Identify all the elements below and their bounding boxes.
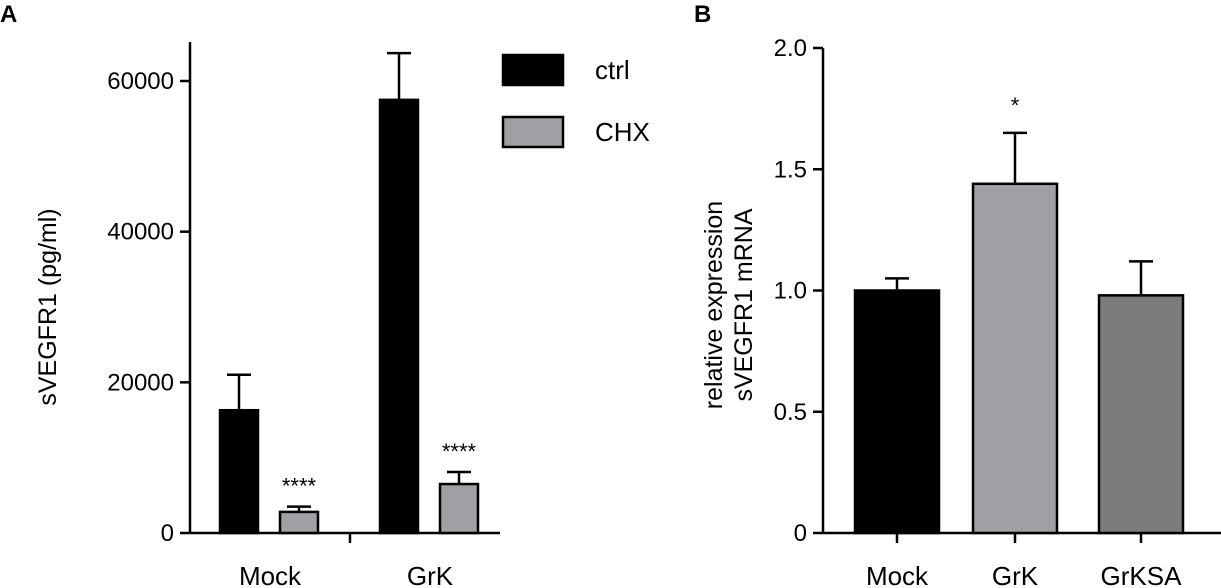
category-label: Mock	[866, 561, 929, 588]
chart-b: 0 0.5 1.0 1.5 2.0 relative expressionsVEGFR1 …	[700, 35, 1221, 588]
y-tick-label: 2.0	[774, 35, 807, 62]
legend-swatch	[501, 115, 565, 149]
bar	[853, 289, 941, 535]
y-tick-label: 0	[794, 520, 807, 547]
category-label: GrK	[992, 561, 1039, 588]
y-tick-label: 0	[161, 520, 174, 547]
y-tick-label: 40000	[107, 219, 174, 246]
category-label: GrKSA	[1101, 561, 1183, 588]
legend-swatch	[501, 53, 565, 87]
bar	[1097, 294, 1185, 535]
y-axis-label-line: sVEGFR1 mRNA	[730, 208, 758, 401]
y-axis-label: relative expressionsVEGFR1 mRNA	[700, 201, 758, 409]
panel-a-letter: A	[0, 1, 17, 28]
bar	[218, 408, 260, 535]
legend-label: CHX	[595, 117, 650, 147]
significance-marker: *	[1011, 93, 1020, 118]
bar	[378, 98, 420, 535]
panel-b-letter: B	[694, 1, 711, 28]
category-label: GrK	[407, 561, 454, 588]
y-tick-label: 60000	[107, 68, 174, 95]
bar	[278, 510, 320, 535]
y-tick-label: 20000	[107, 369, 174, 396]
y-tick-label: 1.5	[774, 156, 807, 183]
y-tick-label: 0.5	[774, 399, 807, 426]
y-axis-label: sVEGFR1 (pg/ml)	[34, 208, 62, 405]
category-label: Mock	[239, 561, 302, 588]
significance-marker: ****	[282, 474, 317, 499]
y-tick-label: 1.0	[774, 278, 807, 305]
legend-label: ctrl	[595, 55, 630, 85]
y-axis-label-line: relative expression	[700, 201, 728, 409]
chart-a: 0 20000 40000 60000 sVEGFR1 (pg/ml) Mock GrK **…	[34, 42, 650, 588]
bar	[971, 182, 1059, 535]
significance-marker: ****	[442, 439, 477, 464]
bar	[438, 482, 480, 535]
